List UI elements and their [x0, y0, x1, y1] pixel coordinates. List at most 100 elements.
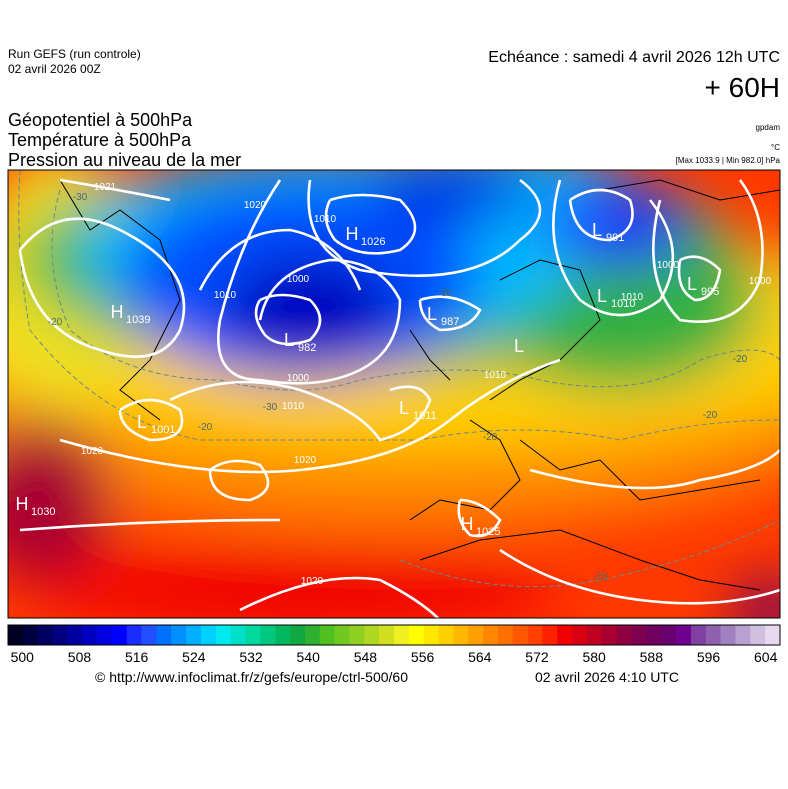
isobar-label: 1000: [749, 276, 772, 287]
colorbar-swatch: [67, 625, 83, 645]
colorbar-swatch: [230, 625, 246, 645]
pressure-center-letter: H: [111, 302, 124, 322]
colorbar-swatch: [37, 625, 53, 645]
colorbar-swatch: [141, 625, 157, 645]
colorbar-tick-label: 516: [125, 649, 149, 665]
title: Pression au niveau de la mer: [8, 150, 241, 170]
isotherms: [18, 170, 780, 588]
colorbar-swatch: [765, 625, 781, 645]
colorbar-swatch: [616, 625, 632, 645]
colorbar-swatch: [364, 625, 380, 645]
colorbar-swatch: [527, 625, 543, 645]
colorbar-swatch: [304, 625, 321, 645]
isotherm-label: -30: [438, 288, 453, 299]
colorbar-swatch: [557, 625, 573, 645]
colorbar-swatch: [349, 625, 365, 645]
colorbar-frame: [7, 624, 781, 646]
colorbar-swatch: [379, 625, 395, 645]
colorbar: 500 508 516 524 532 540 548 556 564 572 580 588 596 6…: [7, 624, 781, 665]
colorbar-swatch: [750, 625, 766, 645]
pressure-center-value: 982: [298, 342, 316, 354]
colorbar-swatch: [290, 625, 306, 645]
colorbar-swatch: [215, 625, 231, 645]
isobar-label: 1010: [314, 214, 337, 225]
colorbar-swatch: [111, 625, 128, 645]
pressure-center-letter: L: [592, 220, 602, 240]
colorbar-tick-label: 604: [754, 649, 778, 665]
colorbar-swatch: [394, 625, 410, 645]
isobar-label: 1000: [657, 260, 680, 271]
colorbar-swatch: [260, 625, 276, 645]
colorbar-swatch: [171, 625, 187, 645]
colorbar-swatch: [334, 625, 350, 645]
colorbar-swatch: [735, 625, 751, 645]
isobar-label: 1020: [301, 576, 324, 587]
colorbar-tick-label: 588: [640, 649, 664, 665]
colorbar-swatch: [201, 625, 217, 645]
colorbar-swatch: [512, 625, 528, 645]
temperature-field: [8, 170, 780, 618]
colorbar-swatch: [275, 625, 291, 645]
echeance: Echéance : samedi 4 avril 2026 12h UTC: [488, 49, 780, 66]
isobar-label: 1010: [484, 370, 507, 381]
colorbar-swatch: [705, 625, 721, 645]
isobar-label: 1010: [214, 290, 237, 301]
colorbar-swatch: [186, 625, 202, 645]
colorbar-tick-label: 540: [297, 649, 321, 665]
colorbar-swatch: [468, 625, 484, 645]
title: Géopotentiel à 500hPa: [8, 110, 193, 130]
coastline: [59, 179, 780, 591]
pressure-center-value: 1026: [361, 236, 385, 248]
colorbar-swatch: [82, 625, 98, 645]
colorbar-swatch: [97, 625, 113, 645]
colorbar-swatch: [156, 625, 172, 645]
colorbar-tick-label: 524: [182, 649, 206, 665]
issued-time: 02 avril 2026 4:10 UTC: [535, 669, 679, 685]
colorbar-swatch: [587, 625, 603, 645]
colorbar-swatch: [408, 625, 424, 645]
isotherm-label: -20: [703, 410, 718, 421]
colorbar-swatch: [423, 625, 439, 645]
title: Température à 500hPa: [8, 130, 192, 150]
colorbar-swatch: [572, 625, 588, 645]
pressure-center-value: 1039: [126, 314, 150, 326]
pressure-center-letter: L: [427, 304, 437, 324]
colorbar-swatch: [720, 625, 736, 645]
pressure-center-letter: L: [687, 274, 697, 294]
colorbar-tick-label: 596: [697, 649, 721, 665]
colorbar-swatch: [676, 625, 692, 645]
isobar-label: 1010: [621, 292, 644, 303]
isobar-label: 1020: [244, 200, 267, 211]
isobar-label: 1020: [294, 455, 317, 466]
colorbar-swatch: [690, 625, 707, 645]
pressure-center-value: 987: [441, 316, 459, 328]
unit: gpdam: [756, 123, 781, 132]
pressure-center-value: 1030: [31, 506, 55, 518]
source-url: © http://www.infoclimat.fr/z/gefs/europe…: [95, 669, 408, 685]
colorbar-swatch: [319, 625, 335, 645]
colorbar-swatch: [542, 625, 558, 645]
pressure-center-value: 1011: [413, 410, 437, 422]
lead-time: + 60H: [705, 72, 781, 103]
isotherm-label: -30: [73, 192, 88, 203]
colorbar-swatch: [631, 625, 647, 645]
colorbar-swatch: [453, 625, 469, 645]
isotherm-label: -20: [48, 317, 63, 328]
isobar-label: 1020: [81, 446, 104, 457]
isobar-label: 1010: [282, 401, 305, 412]
pressure-center-letter: H: [461, 514, 474, 534]
colorbar-swatch: [483, 625, 499, 645]
pressure-center-value: 1025: [476, 526, 500, 538]
colorbar-swatch: [661, 625, 677, 645]
colorbar-tick-label: 580: [582, 649, 606, 665]
colorbar-swatch: [245, 625, 261, 645]
pressure-center-value: 991: [606, 232, 624, 244]
colorbar-tick-label: 508: [68, 649, 92, 665]
pressure-center-letter: H: [16, 494, 29, 514]
colorbar-swatch: [8, 625, 24, 645]
